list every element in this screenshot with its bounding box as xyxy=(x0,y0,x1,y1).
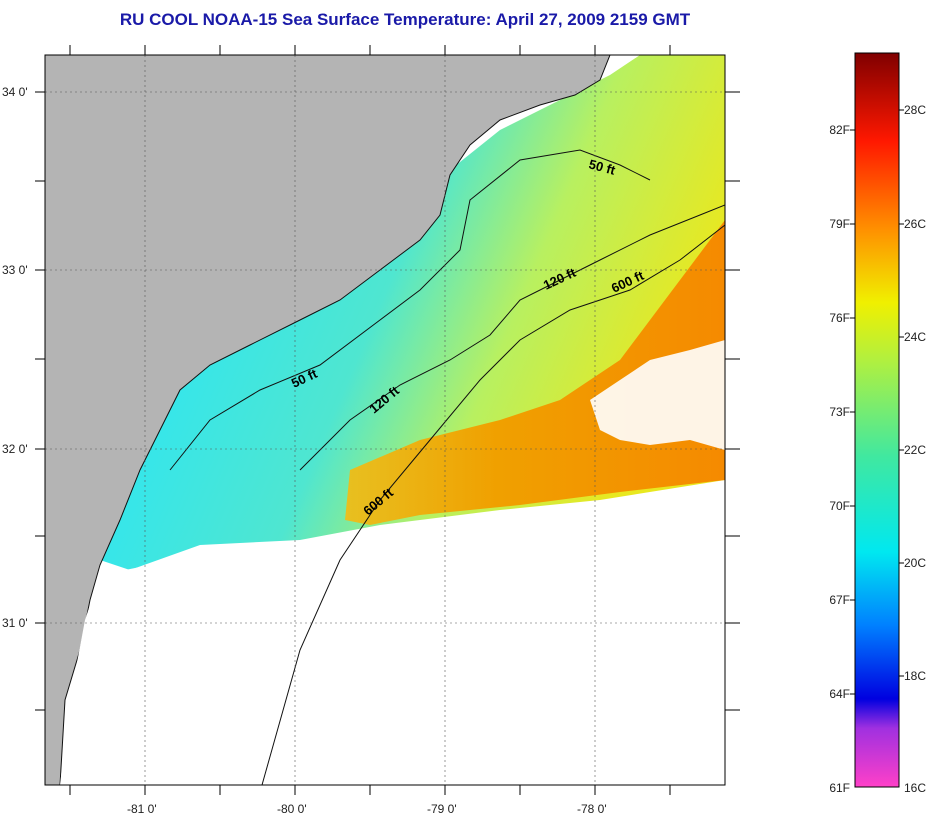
map-grid xyxy=(45,55,725,785)
lat-label: 34 0' xyxy=(2,85,28,99)
map-title: RU COOL NOAA-15 Sea Surface Temperature:… xyxy=(119,10,691,29)
lon-label: -80 0' xyxy=(277,802,307,816)
colorbar-f-label: 64F xyxy=(829,687,850,701)
cloud-region-south xyxy=(60,488,725,785)
lat-label: 33 0' xyxy=(2,263,28,277)
colorbar-c-label: 22C xyxy=(904,443,927,457)
colorbar-c-label: 28C xyxy=(904,103,927,117)
colorbar-f-label: 70F xyxy=(829,499,850,513)
lon-label: -79 0' xyxy=(427,802,457,816)
colorbar-f-label: 79F xyxy=(829,217,850,231)
colorbar-f-label: 61F xyxy=(829,781,850,795)
lon-label: -81 0' xyxy=(127,802,157,816)
colorbar-f-label: 73F xyxy=(829,405,850,419)
colorbar-c-label: 18C xyxy=(904,669,927,683)
colorbar-c-label: 20C xyxy=(904,556,927,570)
isobath-600ft xyxy=(261,224,725,785)
axis-ticks xyxy=(35,45,740,795)
lon-label: -78 0' xyxy=(577,802,607,816)
colorbar-c-label: 26C xyxy=(904,217,927,231)
colorbar xyxy=(854,52,900,788)
colorbar-c-label: 16C xyxy=(904,781,927,795)
colorbar-f-label: 67F xyxy=(829,593,850,607)
lat-label: 31 0' xyxy=(2,616,28,630)
colorbar-f-label: 82F xyxy=(829,123,850,137)
colorbar-c-label: 24C xyxy=(904,330,927,344)
colorbar-f-label: 76F xyxy=(829,311,850,325)
isobath-label: 50 ft xyxy=(587,156,617,178)
cloud-patch xyxy=(590,340,725,450)
isobath-120ft xyxy=(299,204,725,471)
lat-label: 32 0' xyxy=(2,442,28,456)
